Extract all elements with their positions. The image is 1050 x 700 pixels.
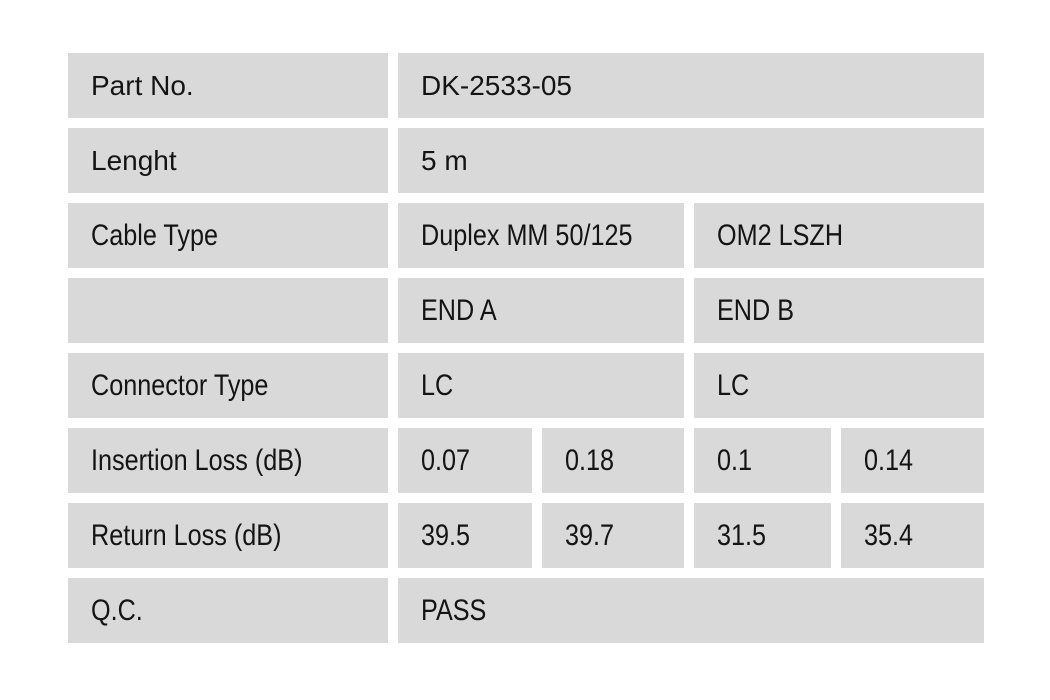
cell-text: END B bbox=[717, 293, 795, 327]
value-cell: 0.07 bbox=[398, 428, 532, 493]
cell-text: Duplex MM 50/125 bbox=[421, 218, 633, 252]
cell-text: DK-2533-05 bbox=[421, 69, 572, 101]
cell-text: 0.14 bbox=[864, 443, 914, 477]
spec-table: Part No. DK-2533-05 Lenght 5 m Cable Typ… bbox=[58, 43, 994, 653]
value-cell: END B bbox=[694, 278, 984, 343]
cell-text: 31.5 bbox=[717, 518, 767, 552]
cell-text: 39.7 bbox=[565, 518, 615, 552]
value-cell: 39.5 bbox=[398, 503, 532, 568]
value-cell: OM2 LSZH bbox=[694, 203, 984, 268]
cell-text: Connector Type bbox=[91, 368, 269, 402]
row-label-cell: Cable Type bbox=[68, 203, 388, 268]
row-length: Lenght 5 m bbox=[68, 128, 984, 193]
value-cell: 0.14 bbox=[841, 428, 984, 493]
value-cell: 39.7 bbox=[542, 503, 684, 568]
cell-text: OM2 LSZH bbox=[717, 218, 844, 252]
cell-text: 5 m bbox=[421, 144, 468, 176]
cell-text: LC bbox=[421, 368, 454, 402]
value-cell: Duplex MM 50/125 bbox=[398, 203, 684, 268]
cell-text: 0.18 bbox=[565, 443, 615, 477]
cell-text: 0.1 bbox=[717, 443, 753, 477]
value-cell: 35.4 bbox=[841, 503, 984, 568]
row-part-no: Part No. DK-2533-05 bbox=[68, 53, 984, 118]
value-cell: 31.5 bbox=[694, 503, 831, 568]
row-qc: Q.C. PASS bbox=[68, 578, 984, 643]
cell-text: 0.07 bbox=[421, 443, 471, 477]
value-cell: END A bbox=[398, 278, 684, 343]
cell-text: 39.5 bbox=[421, 518, 471, 552]
row-label-cell: Part No. bbox=[68, 53, 388, 118]
row-insertion-loss: Insertion Loss (dB) 0.07 0.18 0.1 0.14 bbox=[68, 428, 984, 493]
cell-text: END A bbox=[421, 293, 497, 327]
cell-text: LC bbox=[717, 368, 750, 402]
row-label-cell: Return Loss (dB) bbox=[68, 503, 388, 568]
value-cell: 0.18 bbox=[542, 428, 684, 493]
value-cell: LC bbox=[694, 353, 984, 418]
row-label-cell: Insertion Loss (dB) bbox=[68, 428, 388, 493]
cell-text: PASS bbox=[421, 593, 487, 627]
row-label-cell bbox=[68, 278, 388, 343]
row-label-cell: Q.C. bbox=[68, 578, 388, 643]
value-cell: 5 m bbox=[398, 128, 984, 193]
row-connector-type: Connector Type LC LC bbox=[68, 353, 984, 418]
value-cell: LC bbox=[398, 353, 684, 418]
cell-text: Cable Type bbox=[91, 218, 219, 252]
cell-text: Insertion Loss (dB) bbox=[91, 443, 303, 477]
row-return-loss: Return Loss (dB) 39.5 39.7 31.5 35.4 bbox=[68, 503, 984, 568]
row-label-cell: Connector Type bbox=[68, 353, 388, 418]
cell-text: Lenght bbox=[91, 144, 177, 176]
value-cell: DK-2533-05 bbox=[398, 53, 984, 118]
cell-text: Return Loss (dB) bbox=[91, 518, 282, 552]
value-cell: 0.1 bbox=[694, 428, 831, 493]
row-cable-type: Cable Type Duplex MM 50/125 OM2 LSZH bbox=[68, 203, 984, 268]
row-label-cell: Lenght bbox=[68, 128, 388, 193]
cell-text: 35.4 bbox=[864, 518, 914, 552]
value-cell: PASS bbox=[398, 578, 984, 643]
cell-text: Part No. bbox=[91, 69, 194, 101]
cell-text: Q.C. bbox=[91, 593, 143, 627]
row-end-headers: END A END B bbox=[68, 278, 984, 343]
